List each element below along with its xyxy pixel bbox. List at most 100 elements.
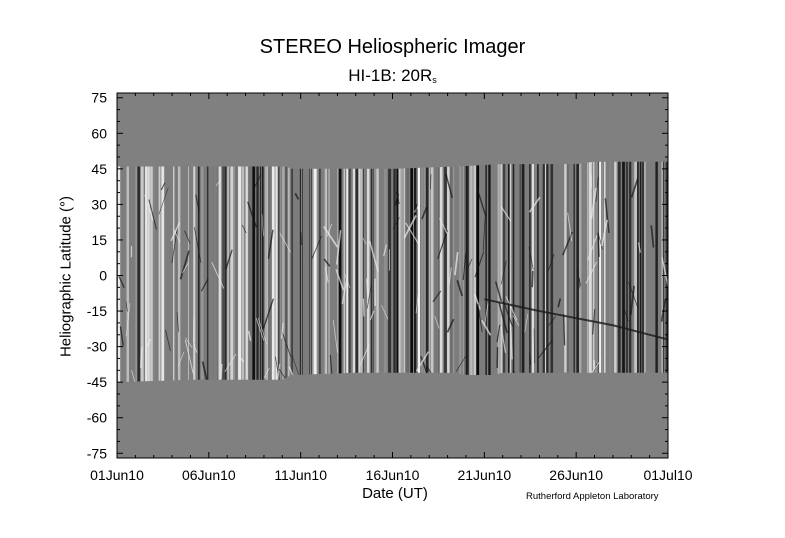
data-streak <box>439 161 443 383</box>
data-feature <box>241 224 247 234</box>
data-streak <box>512 161 515 383</box>
data-feature <box>247 330 252 341</box>
data-streak <box>488 161 491 383</box>
data-streak <box>617 161 621 383</box>
data-feature <box>158 187 169 215</box>
data-feature <box>369 310 375 321</box>
data-feature <box>160 182 166 191</box>
x-tick-label: 21Jun10 <box>457 467 511 483</box>
data-streak <box>323 161 325 383</box>
data-feature <box>524 313 529 333</box>
data-streak <box>224 161 227 383</box>
data-feature <box>335 230 342 265</box>
data-feature <box>185 337 193 348</box>
data-feature <box>131 369 140 383</box>
data-streak <box>313 161 317 383</box>
data-streak <box>661 161 663 383</box>
data-feature <box>193 344 198 353</box>
data-feature <box>324 267 329 283</box>
data-feature <box>650 225 655 248</box>
data-streak <box>573 161 575 383</box>
data-streak <box>227 161 229 383</box>
data-feature <box>437 230 448 259</box>
y-tick-label: 45 <box>91 161 107 177</box>
data-feature <box>165 329 171 351</box>
data-streak <box>173 161 175 383</box>
data-feature <box>434 315 440 329</box>
credit-label: Rutherford Appleton Laboratory <box>526 491 659 502</box>
data-feature <box>220 363 223 379</box>
x-tick-label: 06Jun10 <box>182 467 236 483</box>
chart-subtitle: HI-1B: 20Rs <box>0 66 785 86</box>
data-feature <box>597 232 600 257</box>
data-streak <box>311 161 313 383</box>
data-feature <box>533 328 535 364</box>
data-feature <box>184 339 194 374</box>
data-feature <box>177 351 185 367</box>
data-streak <box>465 161 468 383</box>
data-streak <box>252 161 256 383</box>
data-streak <box>204 161 206 383</box>
data-streak <box>206 161 209 383</box>
data-streak <box>288 161 290 383</box>
data-feature <box>637 242 641 253</box>
data-feature <box>482 216 486 252</box>
data-feature <box>512 315 520 327</box>
data-streak <box>201 161 204 383</box>
data-streak <box>222 161 225 383</box>
data-feature <box>598 234 603 250</box>
data-streak <box>261 161 264 383</box>
data-feature <box>474 251 485 278</box>
data-feature <box>557 298 562 308</box>
data-streak <box>282 161 285 383</box>
data-feature <box>547 253 555 272</box>
data-streak <box>598 161 600 383</box>
data-feature <box>211 262 225 289</box>
data-streak <box>256 161 259 383</box>
data-feature <box>477 303 483 333</box>
data-streak <box>599 161 602 383</box>
data-feature <box>446 318 455 333</box>
data-streak <box>485 161 487 383</box>
data-streak <box>467 161 469 383</box>
data-feature <box>278 368 292 383</box>
y-tick-label: -15 <box>87 303 107 319</box>
data-feature <box>281 331 292 357</box>
data-streak <box>238 161 242 383</box>
data-feature <box>148 199 157 230</box>
data-feature <box>332 319 338 354</box>
data-streak <box>373 161 374 383</box>
data-feature <box>254 174 262 187</box>
data-feature <box>323 258 331 267</box>
data-streak <box>188 161 189 383</box>
data-feature <box>403 214 417 239</box>
data-feature <box>224 353 237 373</box>
data-feature <box>311 235 322 259</box>
data-feature <box>171 226 178 263</box>
y-axis-label: Heliographic Latitude (°) <box>57 195 75 358</box>
data-streak <box>459 161 462 383</box>
data-streak <box>447 161 450 383</box>
data-feature <box>326 223 333 237</box>
data-streak <box>592 161 595 383</box>
data-feature <box>263 367 270 379</box>
data-feature <box>125 303 131 337</box>
data-feature <box>125 301 128 312</box>
y-tick-label: 15 <box>91 232 107 248</box>
data-feature <box>462 253 467 281</box>
data-streak <box>346 161 348 383</box>
data-feature <box>262 298 275 329</box>
data-feature <box>454 251 459 276</box>
data-streak <box>359 161 363 383</box>
data-streak <box>434 161 438 383</box>
data-streak <box>259 161 261 383</box>
data-streak <box>535 161 536 383</box>
data-feature <box>481 319 492 336</box>
data-streak <box>517 161 519 383</box>
data-feature <box>421 206 428 220</box>
data-streak <box>367 161 370 383</box>
data-streak <box>497 161 500 383</box>
data-streak <box>406 161 409 383</box>
data-streak <box>634 161 637 383</box>
